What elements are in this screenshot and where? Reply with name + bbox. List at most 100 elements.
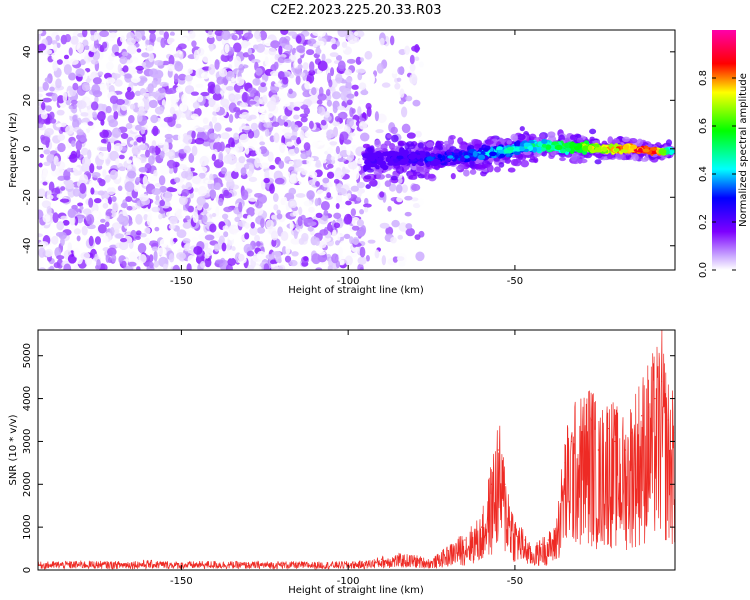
spectrogram-noise-cell: [234, 112, 240, 119]
spectrogram-noise-cell: [56, 42, 61, 49]
spectrogram-noise-cell: [337, 30, 348, 38]
spectrogram-ridge-halo: [569, 134, 577, 141]
spectrogram-ridge-halo: [365, 184, 371, 189]
spectrogram-noise-cell: [49, 111, 55, 120]
spectrogram-noise-cell: [120, 237, 128, 243]
spectrogram-noise-cell: [67, 208, 77, 219]
spectrogram-noise-cell: [204, 234, 215, 241]
spectrogram-noise-cell: [255, 67, 263, 76]
spectrogram-noise-cell: [311, 87, 317, 96]
spectrogram-noise-cell: [137, 110, 146, 116]
spectrogram-noise-cell: [317, 30, 326, 37]
spectrogram-noise-cell: [56, 255, 65, 260]
spectrogram-noise-cell: [137, 242, 147, 254]
spectrogram-noise-cell: [276, 209, 281, 215]
spectrogram-noise-cell: [317, 106, 323, 114]
spectrogram-noise-cell: [84, 45, 90, 51]
spectrogram-noise-cell: [400, 106, 408, 118]
snr-point: [667, 419, 669, 421]
spectrogram-noise-cell: [127, 261, 137, 267]
spectrogram-noise-cell: [186, 263, 192, 270]
spectrogram-noise-cell: [381, 255, 387, 266]
spectrogram-noise-cell: [168, 224, 176, 230]
spectrogram-noise-cell: [182, 221, 192, 229]
snr-line: [38, 330, 675, 570]
spectrogram-noise-cell: [241, 189, 249, 201]
spectrogram-ridge-core: [477, 154, 486, 161]
spectrogram-noise-cell: [341, 169, 351, 174]
spectrogram-noise-cell: [333, 149, 343, 160]
spectrogram-noise-cell: [80, 252, 91, 260]
spectrogram-noise-cell: [192, 101, 200, 109]
spectrogram-noise-cell: [80, 122, 89, 129]
spectrogram-noise-cell: [256, 250, 266, 261]
spectrogram-noise-cell: [193, 49, 200, 61]
spectrogram-noise-cell: [352, 236, 360, 245]
spectrogram-noise-cell: [308, 206, 316, 213]
spectrogram-noise-cell: [100, 138, 107, 144]
spectrogram-noise-cell: [292, 211, 299, 217]
spectrogram-noise-cell: [55, 34, 60, 42]
spectrogram-noise-cell: [97, 190, 105, 196]
spectrogram-noise-cell: [223, 154, 233, 164]
spectrogram-noise-cell: [55, 231, 64, 237]
spectrogram-noise-cell: [76, 42, 84, 54]
spectrogram-noise-cell: [252, 78, 261, 86]
spectrogram-noise-cell: [135, 230, 142, 236]
spectrogram-noise-cell: [222, 225, 229, 231]
spectrogram-noise-cell: [71, 103, 77, 110]
spectrogram-noise-cell: [115, 158, 120, 166]
spectrogram-noise-cell: [279, 142, 286, 154]
spectrogram-noise-cell: [223, 206, 233, 213]
spectrogram-frame: [37, 29, 676, 271]
snr-point: [347, 562, 349, 564]
spectrogram-noise-cell: [364, 206, 369, 213]
spectrogram-ridge-core: [523, 142, 530, 147]
spectrogram-noise-cell: [120, 202, 128, 209]
spectrogram-noise-cell: [38, 247, 46, 258]
spectrogram-noise-cell: [195, 127, 206, 133]
spectrogram-noise-cell: [57, 142, 66, 153]
spectrogram-noise-cell: [364, 50, 373, 60]
snr-point: [581, 432, 583, 434]
snr-point: [530, 552, 533, 554]
spectrogram-ridge-core: [613, 148, 620, 153]
snr-point: [180, 562, 183, 565]
spectrogram-noise-cell: [282, 115, 288, 120]
spectrogram-ridge-halo: [407, 143, 416, 150]
spectrogram-noise-cell: [227, 51, 233, 56]
spectrogram-noise-cell: [257, 84, 268, 93]
spectrogram-noise-cell: [161, 99, 166, 107]
spectrogram-noise-cell: [286, 171, 291, 178]
spectrogram-ridge-halo: [477, 164, 487, 170]
spectrogram-noise-cell: [246, 206, 256, 217]
colorbar-tick-label: 0.4: [698, 166, 709, 182]
spectrogram-noise-cell: [315, 46, 322, 55]
spectrogram-noise-cell: [318, 240, 327, 249]
spectrogram-noise-cell: [234, 93, 242, 100]
spectrogram-noise-cell: [248, 176, 258, 183]
spectrogram-noise-cell: [306, 190, 315, 200]
spectrogram-noise-cell: [283, 58, 292, 64]
spectrogram-ridge-core: [392, 158, 399, 163]
spectrogram-ridge-halo: [391, 134, 399, 143]
spectrogram-noise-cell: [269, 165, 276, 170]
spectrogram-ridge-core: [469, 159, 475, 167]
spectrogram-noise-cell: [409, 54, 415, 65]
spectrogram-noise-cell: [263, 122, 273, 128]
spectrogram-noise-cell: [231, 34, 238, 41]
spectrogram-noise-cell: [63, 54, 70, 60]
snr-point: [504, 483, 506, 485]
spectrogram-noise-cell: [136, 48, 142, 53]
spectrogram-ridge-halo: [636, 138, 644, 147]
spectrogram-ridge-core: [454, 154, 459, 160]
spectrogram-noise-cell: [167, 63, 175, 72]
spectrogram-noise-cell: [76, 215, 83, 224]
spectrogram-noise-cell: [92, 111, 97, 118]
spectrogram-noise-cell: [351, 245, 359, 253]
spectrogram-noise-cell: [125, 122, 133, 130]
spectrogram-noise-cell: [94, 95, 99, 103]
spectrogram-ridge-halo: [443, 140, 450, 146]
spectrogram-noise-cell: [418, 198, 424, 206]
spectrogram-ridge-core: [449, 161, 457, 166]
